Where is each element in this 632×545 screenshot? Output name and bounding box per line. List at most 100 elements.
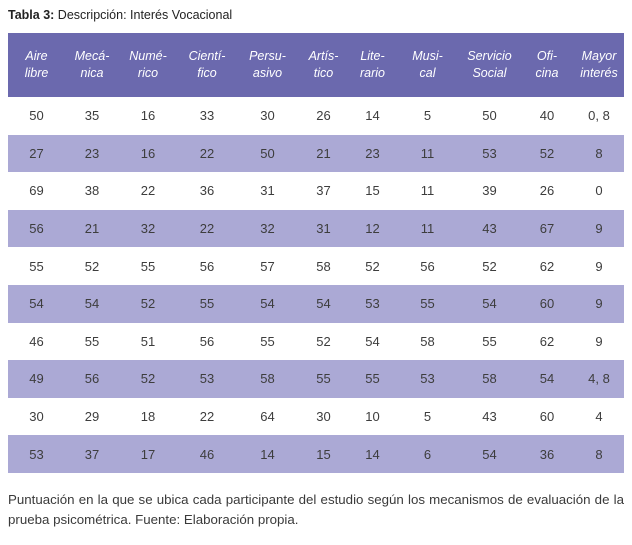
data-cell: 52 <box>316 333 331 349</box>
header-line2: libre <box>24 66 49 80</box>
data-cell: 56 <box>8 209 65 248</box>
data-cell: 9 <box>595 333 603 349</box>
data-cell: 53 <box>8 435 65 473</box>
table-row: 69 38 22 36 31 37 15 11 39 26 0 <box>8 172 624 210</box>
data-cell: 9 <box>574 284 624 323</box>
header-line1: Lite- <box>360 49 385 63</box>
data-cell: 5 <box>423 108 432 124</box>
data-cell: 43 <box>459 209 520 248</box>
header-line2: rico <box>137 66 159 80</box>
data-cell: 58 <box>420 333 435 349</box>
header-line2: nica <box>80 66 104 80</box>
data-cell: 22 <box>177 134 237 173</box>
data-cell: 62 <box>539 333 555 349</box>
vocational-table: Aire libre Mecá-nica Numé-rico Cientí-fico Pe… <box>8 33 624 473</box>
data-cell: 30 <box>316 409 331 425</box>
data-cell: 54 <box>459 435 520 473</box>
header-row: Aire libre Mecá-nica Numé-rico Cientí-fico Pe… <box>8 33 624 97</box>
data-cell: 52 <box>365 258 380 274</box>
data-cell: 16 <box>119 134 177 173</box>
header-cell: Mayor interés <box>574 33 624 97</box>
data-cell: 14 <box>349 435 396 473</box>
data-cell: 23 <box>349 134 396 173</box>
data-cell: 33 <box>199 108 215 124</box>
data-cell: 54 <box>8 284 65 323</box>
table-caption: Puntuación en la que se ubica cada parti… <box>8 491 624 527</box>
data-cell: 52 <box>119 284 177 323</box>
header-line1: Numé- <box>129 49 167 63</box>
data-cell: 56 <box>420 258 435 274</box>
data-cell: 55 <box>482 333 497 349</box>
header-cell: Numé-rico <box>119 33 177 97</box>
table-row: 27 23 16 22 50 21 23 11 53 52 8 <box>8 134 624 173</box>
data-cell: 15 <box>298 435 349 473</box>
header-line2: fico <box>197 66 217 80</box>
header-line1: Ofi- <box>536 49 558 63</box>
header-line2: asivo <box>252 66 283 80</box>
data-cell: 4 <box>595 409 603 425</box>
table-header: Aire libre Mecá-nica Numé-rico Cientí-fico Pe… <box>8 33 624 97</box>
data-cell: 58 <box>237 360 298 398</box>
header-line1: Musi- <box>412 49 443 63</box>
data-cell: 11 <box>396 134 459 173</box>
data-cell: 54 <box>365 333 380 349</box>
data-cell: 9 <box>595 258 603 274</box>
data-cell: 32 <box>237 209 298 248</box>
data-cell: 5 <box>423 409 432 425</box>
data-cell: 56 <box>65 360 119 398</box>
table-row: 56 21 32 22 32 31 12 11 43 67 9 <box>8 209 624 248</box>
data-cell: 53 <box>459 134 520 173</box>
data-cell: 29 <box>84 409 100 425</box>
header-cell: Servicio Social <box>459 33 520 97</box>
header-line2: cina <box>535 66 559 80</box>
data-cell: 14 <box>237 435 298 473</box>
table-row: 55 52 55 56 57 58 52 56 52 62 9 <box>8 247 624 285</box>
data-cell: 16 <box>140 108 156 124</box>
data-cell: 58 <box>459 360 520 398</box>
header-cell: Cientí-fico <box>177 33 237 97</box>
header-line1: Cientí- <box>188 49 226 63</box>
table-title: Tabla 3: Descripción: Interés Vocacional <box>0 0 632 22</box>
data-cell: 53 <box>396 360 459 398</box>
data-cell: 21 <box>65 209 119 248</box>
data-cell: 50 <box>237 134 298 173</box>
table-row: 54 54 52 55 54 54 53 55 54 60 9 <box>8 284 624 323</box>
data-cell: 10 <box>365 409 380 425</box>
data-cell: 55 <box>29 258 44 274</box>
data-cell: 46 <box>29 333 44 349</box>
data-cell: 11 <box>396 209 459 248</box>
data-cell: 36 <box>520 435 574 473</box>
table-row: 49 56 52 53 58 55 55 53 58 54 4, 8 <box>8 360 624 398</box>
table-row: 30 29 18 22 64 30 10 5 43 60 4 <box>8 398 624 436</box>
data-cell: 30 <box>29 409 44 425</box>
data-cell: 26 <box>316 108 331 124</box>
data-cell: 31 <box>298 209 349 248</box>
header-cell: Lite-rario <box>349 33 396 97</box>
data-cell: 49 <box>8 360 65 398</box>
header-cell: Ofi-cina <box>520 33 574 97</box>
data-cell: 55 <box>298 360 349 398</box>
data-cell: 9 <box>574 209 624 248</box>
table-title-text: Descripción: Interés Vocacional <box>54 8 233 22</box>
data-cell: 46 <box>177 435 237 473</box>
data-cell: 56 <box>199 333 215 349</box>
data-cell: 22 <box>140 183 156 199</box>
header-line2: rario <box>359 66 385 80</box>
data-cell: 55 <box>177 284 237 323</box>
data-cell: 12 <box>349 209 396 248</box>
data-cell: 55 <box>396 284 459 323</box>
header-cell: Mecá-nica <box>65 33 119 97</box>
data-cell: 11 <box>420 183 435 199</box>
data-cell: 37 <box>316 183 331 199</box>
table-body: 50 35 16 33 30 26 14 5 50 40 0, 8 27 23 16 22 50 21 23 11 5… <box>8 97 624 473</box>
data-cell: 50 <box>482 108 497 124</box>
data-cell: 55 <box>349 360 396 398</box>
data-cell: 60 <box>520 284 574 323</box>
header-cell: Persu-asivo <box>237 33 298 97</box>
data-cell: 23 <box>65 134 119 173</box>
data-cell: 55 <box>260 333 275 349</box>
header-line1: Mecá- <box>74 49 110 63</box>
data-cell: 15 <box>365 183 380 199</box>
header-line1: Artís- <box>308 49 339 63</box>
data-cell: 18 <box>140 409 156 425</box>
